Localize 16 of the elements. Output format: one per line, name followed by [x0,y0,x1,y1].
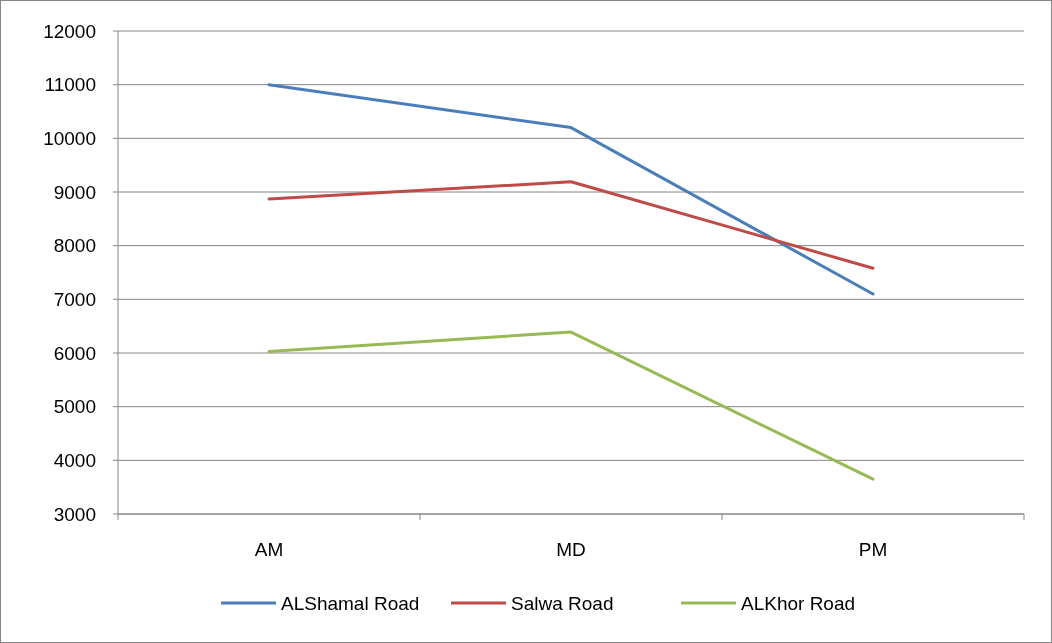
y-tick-label: 12000 [43,20,96,42]
y-tick-label: 9000 [53,181,96,203]
x-tick-label: AM [254,539,284,560]
legend-label: Salwa Road [511,592,614,614]
y-tick-label: 3000 [53,503,96,525]
legend-label: ALShamal Road [281,592,420,614]
y-tick-label: 6000 [53,342,96,364]
y-tick-label: 5000 [53,396,96,418]
y-tick-label: 11000 [44,74,96,96]
y-tick-label: 4000 [53,449,96,471]
legend-label: ALKhor Road [741,592,856,614]
x-tick-label: MD [556,539,586,560]
x-tick-label: PM [858,539,888,560]
y-tick-label: 8000 [53,235,96,257]
y-tick-label: 7000 [53,288,96,310]
y-tick-label: 10000 [43,127,96,149]
